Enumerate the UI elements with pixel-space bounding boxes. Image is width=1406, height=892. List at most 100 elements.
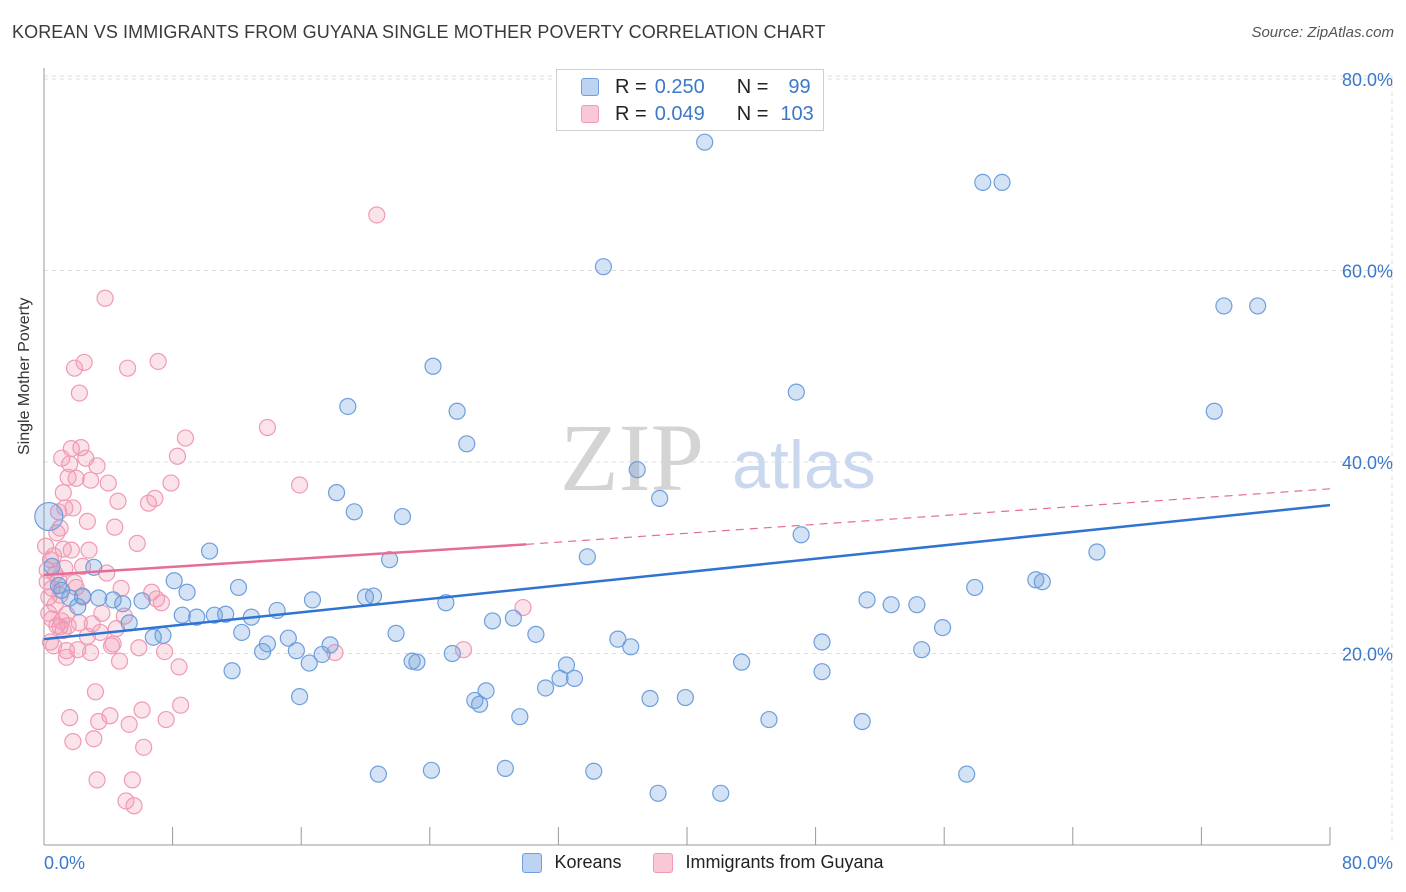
korean-point-89	[1088, 543, 1106, 561]
korean-point-34	[364, 587, 383, 605]
korean-point-21	[258, 635, 277, 653]
guyana-point-75	[155, 642, 174, 661]
guyana-point-36	[70, 384, 88, 402]
korean-point-5	[90, 589, 108, 607]
legend-item-guyana: Immigrants from Guyana	[653, 852, 884, 873]
guyana-point-78	[168, 447, 187, 465]
guyana-point-26	[61, 455, 79, 473]
korean-point-54	[527, 625, 545, 643]
korean-point-97	[154, 626, 172, 644]
guyana-point-59	[110, 652, 129, 670]
koreans-n-value: 99	[788, 75, 811, 98]
guyana-point-90	[51, 618, 69, 636]
guyana-point-89	[45, 637, 63, 655]
guyana-point-47	[86, 683, 105, 701]
watermark-atlas: atlas	[732, 427, 876, 503]
guyana-point-86	[454, 641, 473, 659]
y-tick-label-1: 40.0%	[1342, 453, 1393, 473]
guyana-point-83	[290, 476, 309, 494]
korean-point-35	[369, 765, 387, 783]
korean-point-45	[448, 402, 466, 420]
guyana-point-32	[65, 359, 84, 377]
series-koreans-points	[34, 133, 1267, 802]
korean-point-94	[49, 576, 68, 595]
korean-point-65	[641, 689, 659, 708]
correlation-legend: R = 0.250 N = 99 R = 0.049 N = 103	[556, 69, 824, 131]
korean-point-81	[913, 641, 931, 659]
y-axis-label: Single Mother Poverty	[16, 297, 33, 455]
guyana-point-51	[93, 604, 111, 622]
korean-point-80	[908, 596, 926, 614]
watermark: ZIP atlas	[560, 404, 876, 511]
korean-point-83	[958, 765, 976, 783]
korean-point-57	[557, 656, 576, 674]
korean-point-98	[217, 605, 235, 623]
guyana-swatch	[581, 105, 599, 123]
guyana-point-58	[109, 492, 127, 510]
guyana-point-96	[130, 639, 148, 657]
korean-point-72	[760, 710, 778, 729]
koreans-trend-line	[43, 503, 1331, 641]
korean-point-32	[345, 503, 363, 521]
guyana-point-56	[106, 518, 124, 536]
korean-point-8	[133, 592, 151, 610]
y-tick-label-3: 80.0%	[1342, 70, 1393, 90]
korean-point-6	[104, 591, 122, 609]
korean-point-38	[393, 507, 412, 526]
korean-point-53	[511, 708, 529, 726]
koreans-legend-swatch	[522, 852, 543, 873]
guyana-point-68	[133, 701, 151, 719]
korean-point-41	[422, 761, 441, 779]
korean-point-90	[1205, 402, 1223, 420]
korean-point-84	[966, 578, 984, 597]
korean-point-52	[504, 609, 522, 627]
koreans-r-value: 0.250	[654, 75, 705, 98]
guyana-point-81	[176, 429, 195, 447]
y-tick-label-2: 60.0%	[1342, 262, 1393, 282]
korean-point-64	[628, 461, 646, 479]
korean-point-55	[536, 679, 555, 697]
guyana-point-30	[64, 499, 82, 517]
guyana-point-34	[67, 469, 85, 487]
guyana-point-53	[99, 474, 117, 492]
korean-point-68	[676, 688, 694, 707]
guyana-point-10	[46, 596, 64, 614]
korean-point-23	[279, 629, 297, 647]
korean-point-40	[408, 653, 426, 671]
korean-point-71	[733, 653, 751, 671]
korean-point-88	[1033, 573, 1051, 591]
korean-point-59	[578, 548, 596, 566]
korean-point-92	[1249, 297, 1267, 315]
r-label: R =	[615, 75, 647, 98]
n-label: N =	[736, 102, 769, 125]
korean-point-46	[458, 435, 476, 453]
korean-point-27	[303, 591, 322, 609]
guyana-point-66	[125, 797, 143, 815]
korean-point-74	[792, 526, 810, 544]
guyana-r-value: 0.049	[654, 102, 705, 125]
korean-point-26	[300, 654, 318, 672]
korean-point-42	[424, 357, 442, 375]
guyana-point-91	[57, 648, 76, 666]
korean-point-49	[477, 682, 495, 700]
korean-point-18	[233, 623, 251, 642]
guyana-point-43	[80, 541, 98, 559]
korean-point-29	[321, 636, 339, 654]
guyana-n-value: 103	[780, 102, 814, 125]
watermark-zip: ZIP	[560, 404, 704, 511]
guyana-point-79	[170, 658, 188, 676]
guyana-point-71	[146, 489, 164, 507]
guyana-point-74	[152, 594, 170, 612]
axes	[43, 68, 1331, 846]
guyana-point-38	[72, 439, 90, 457]
y-tick-label-0: 20.0%	[1342, 645, 1393, 665]
korean-point-77	[853, 712, 871, 731]
korean-point-70	[712, 784, 730, 802]
guyana-point-80	[172, 696, 190, 714]
korean-point-1	[43, 557, 61, 575]
guyana-point-95	[104, 635, 122, 653]
guyana-point-40	[75, 353, 93, 372]
korean-point-73	[787, 383, 805, 401]
guyana-point-76	[157, 710, 175, 729]
guyana-point-87	[514, 598, 532, 617]
